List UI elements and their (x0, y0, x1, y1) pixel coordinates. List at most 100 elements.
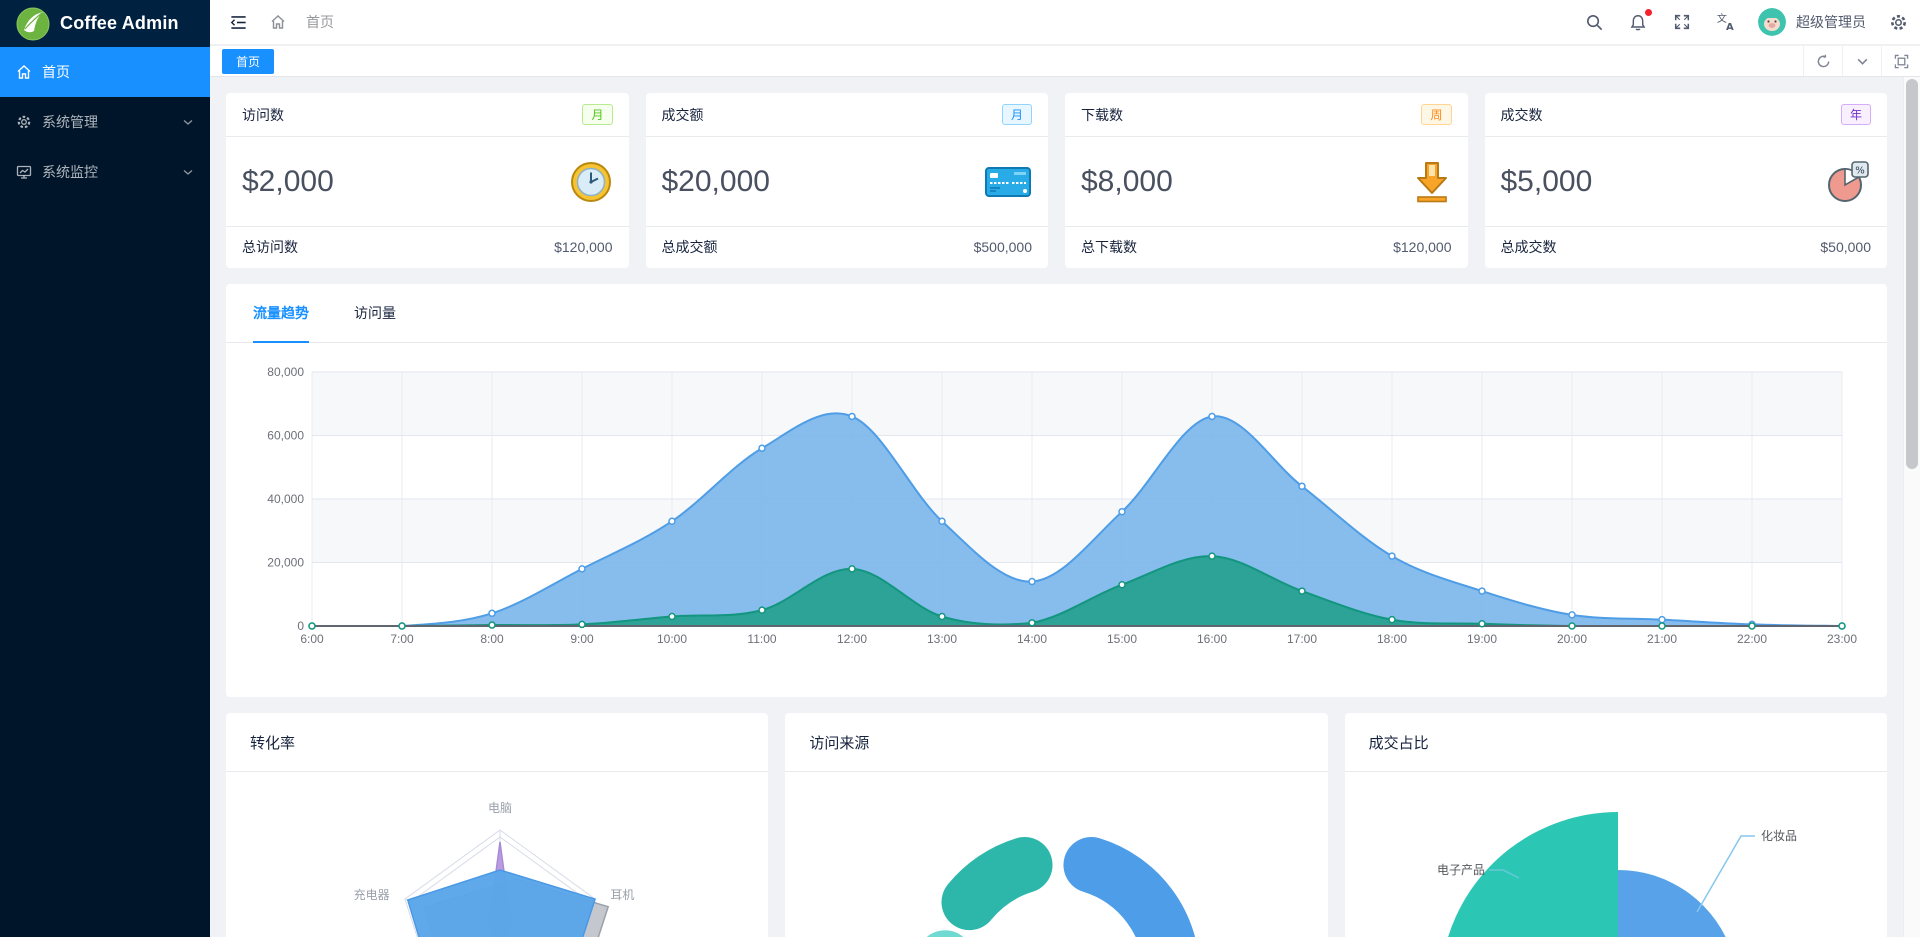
stat-value: $20,000 (661, 164, 770, 198)
svg-text:0: 0 (297, 619, 304, 633)
svg-text:化妆品: 化妆品 (1761, 829, 1797, 843)
download-icon (1412, 160, 1452, 204)
bottom-cards-row: 转化率 电脑耳机 充电器 访问来源 成交占比 电子产品 化妆品 (226, 713, 1887, 937)
tab-visits[interactable]: 访问量 (354, 305, 396, 321)
tabs-chevron-down-icon[interactable] (1842, 46, 1881, 76)
svg-text:7:00: 7:00 (390, 632, 414, 646)
period-badge: 年 (1840, 104, 1871, 125)
svg-text:23:00: 23:00 (1827, 632, 1857, 646)
deal-share-rose-chart: 电子产品 化妆品 (1437, 812, 1797, 937)
search-icon[interactable] (1582, 10, 1606, 34)
svg-text:10:00: 10:00 (657, 632, 687, 646)
settings-gear-icon[interactable] (1886, 10, 1910, 34)
svg-text:11:00: 11:00 (747, 632, 776, 646)
tab-traffic-trend[interactable]: 流量趋势 (253, 284, 309, 343)
stat-footer-label: 总成交数 (1500, 239, 1557, 255)
trend-tabs: 流量趋势 访问量 (226, 284, 1887, 343)
svg-text:20:00: 20:00 (1557, 632, 1587, 646)
stat-footer-label: 总访问数 (242, 239, 298, 255)
period-badge: 月 (1001, 104, 1032, 125)
sidebar-item-system-monitor[interactable]: 系统监控 (0, 147, 210, 197)
stat-footer-value: $500,000 (973, 239, 1032, 255)
period-badge: 月 (582, 104, 613, 125)
svg-text:A: A (1726, 22, 1734, 33)
breadcrumb[interactable]: 首页 (306, 14, 334, 30)
stat-card-deals: 成交数 年 $5,000 % 总成交数 $50,000 (1484, 93, 1887, 268)
pie-percent-icon: % (1825, 160, 1871, 204)
stat-card-title: 下载数 (1081, 106, 1123, 123)
monitor-icon (16, 164, 32, 180)
stat-value: $8,000 (1081, 164, 1173, 198)
stat-value: $5,000 (1500, 164, 1593, 198)
trend-chart-card: 流量趋势 访问量 0 20,000 40,000 60,000 80,000 6:00 7:… (226, 284, 1887, 697)
svg-text:%: % (1855, 165, 1865, 176)
sidebar-item-label: 系统监控 (42, 164, 98, 180)
page-tab-label: 首页 (236, 54, 261, 69)
svg-text:80,000: 80,000 (267, 365, 304, 379)
notification-bell-icon[interactable] (1626, 9, 1652, 34)
visit-source-card: 访问来源 (785, 713, 1328, 937)
app-logo[interactable]: Coffee Admin (0, 0, 210, 47)
conversion-rate-card: 转化率 电脑耳机 充电器 (226, 713, 769, 937)
refresh-icon[interactable] (1803, 46, 1842, 76)
svg-text:17:00: 17:00 (1287, 632, 1317, 646)
sidebar-item-home[interactable]: 首页 (0, 47, 210, 97)
spring-leaf-logo-icon (16, 7, 50, 41)
visit-source-donut-chart (927, 837, 1195, 937)
svg-text:21:00: 21:00 (1647, 632, 1677, 646)
stat-footer-value: $120,000 (554, 239, 613, 255)
svg-text:电子产品: 电子产品 (1437, 863, 1485, 877)
stat-card-title: 成交数 (1500, 106, 1543, 123)
svg-text:22:00: 22:00 (1737, 632, 1767, 646)
sidebar-item-label: 首页 (42, 64, 70, 80)
user-name[interactable]: 超级管理员 (1796, 14, 1866, 30)
svg-text:8:00: 8:00 (480, 632, 504, 646)
svg-text:文: 文 (1717, 12, 1727, 25)
stat-footer-label: 总下载数 (1081, 239, 1137, 255)
page-tab-home[interactable]: 首页 (222, 48, 275, 74)
svg-text:18:00: 18:00 (1377, 632, 1407, 646)
credit-card-icon (984, 165, 1032, 199)
period-badge: 周 (1421, 104, 1452, 125)
svg-text:6:00: 6:00 (300, 632, 324, 646)
fullscreen-icon[interactable] (1670, 10, 1694, 34)
breadcrumb-home-icon[interactable] (266, 10, 290, 34)
clock-icon (569, 160, 613, 204)
menu-fold-icon[interactable] (226, 10, 250, 34)
svg-text:电脑: 电脑 (488, 801, 512, 815)
stat-card-visits: 访问数 月 $2,000 总访问数 $120,000 (226, 93, 629, 268)
svg-text:12:00: 12:00 (837, 632, 867, 646)
sidebar-item-system-mgmt[interactable]: 系统管理 (0, 97, 210, 147)
deal-share-card: 成交占比 电子产品 化妆品 (1344, 713, 1887, 937)
translate-icon[interactable]: 文 A (1714, 10, 1738, 34)
svg-text:40,000: 40,000 (267, 492, 304, 506)
stat-footer-label: 总成交额 (661, 239, 718, 255)
stat-footer-value: $120,000 (1393, 239, 1452, 255)
content-fullscreen-icon[interactable] (1881, 46, 1920, 76)
svg-text:耳机: 耳机 (610, 888, 634, 902)
stat-value: $2,000 (242, 164, 334, 198)
card-title: 成交占比 (1344, 713, 1887, 772)
top-header: 首页 文 A (210, 0, 1920, 45)
stat-card-title: 访问数 (242, 106, 284, 123)
notification-dot (1645, 9, 1652, 16)
user-avatar[interactable] (1758, 8, 1786, 36)
sidebar-menu: 首页 系统管理 系统监控 (0, 47, 210, 197)
svg-text:20,000: 20,000 (267, 556, 304, 570)
home-icon (16, 64, 32, 80)
app-title: Coffee Admin (60, 13, 179, 33)
stat-cards-row: 访问数 月 $2,000 总访问数 $120,000 (226, 93, 1887, 268)
stat-card-downloads: 下载数 周 $8,000 总下载数 $120,000 (1065, 93, 1468, 268)
svg-text:9:00: 9:00 (570, 632, 594, 646)
card-title: 转化率 (226, 713, 769, 772)
vertical-scrollbar[interactable] (1903, 77, 1920, 937)
svg-text:19:00: 19:00 (1467, 632, 1497, 646)
scrollbar-thumb[interactable] (1906, 79, 1918, 469)
content-area: 访问数 月 $2,000 总访问数 $120,000 (210, 77, 1903, 937)
traffic-trend-chart: 0 20,000 40,000 60,000 80,000 6:00 7:00 8:00 9:0… (267, 365, 1857, 646)
stat-card-title: 成交额 (661, 106, 704, 123)
svg-text:充电器: 充电器 (354, 887, 390, 902)
stat-card-turnover: 成交额 月 $20,000 总成交额 $50 (645, 93, 1048, 268)
svg-text:60,000: 60,000 (267, 429, 304, 443)
